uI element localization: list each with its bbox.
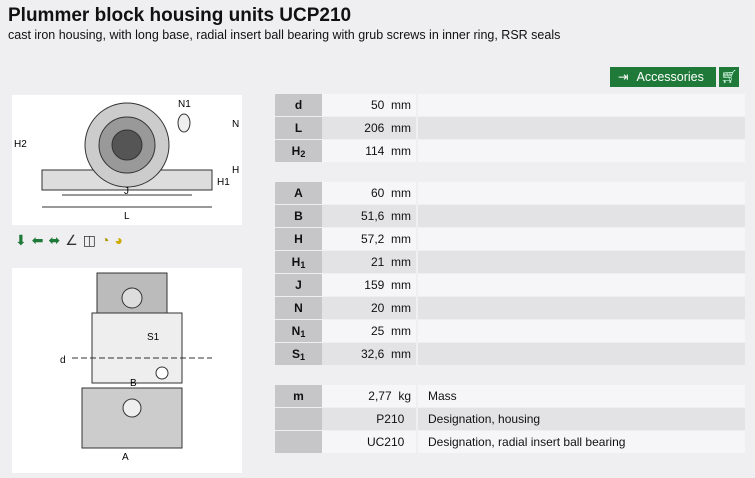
table-group: A 60 mm B 51,6 mm H 57,2 mm H1 21 mm J 159 mm N 20 … — [275, 182, 745, 366]
description-cell: Designation, radial insert ball bearing — [418, 431, 745, 453]
svg-text:H2: H2 — [14, 139, 27, 150]
description-cell — [418, 94, 745, 116]
table-row: UC210 Designation, radial insert ball be… — [275, 431, 745, 453]
description-cell — [418, 274, 745, 296]
table-group: d 50 mm L 206 mm H2 114 mm — [275, 94, 745, 163]
symbol-cell: d — [275, 94, 322, 116]
symbol-cell: S1 — [275, 343, 322, 365]
table-group: m 2,77 kg Mass P210 Designation, housing UC2… — [275, 385, 745, 454]
description-cell — [418, 228, 745, 250]
table-row: d 50 mm — [275, 94, 745, 116]
value-cell: 206 mm — [322, 117, 416, 139]
value-cell: UC210 — [322, 431, 416, 453]
table-row: J 159 mm — [275, 274, 745, 296]
symbol-cell: N1 — [275, 320, 322, 342]
symbol-cell — [275, 431, 322, 453]
symbol-cell — [275, 408, 322, 430]
table-row: H2 114 mm — [275, 140, 745, 162]
page-subtitle: cast iron housing, with long base, radia… — [8, 28, 561, 42]
table-row: P210 Designation, housing — [275, 408, 745, 430]
description-cell: Designation, housing — [418, 408, 745, 430]
table-row: H 57,2 mm — [275, 228, 745, 250]
value-cell: 57,2 mm — [322, 228, 416, 250]
description-cell — [418, 182, 745, 204]
description-cell: Mass — [418, 385, 745, 407]
svg-text:J: J — [124, 186, 129, 197]
description-cell — [418, 140, 745, 162]
description-cell — [418, 205, 745, 227]
radial-load-icon: ⬇ — [15, 232, 27, 248]
description-cell — [418, 297, 745, 319]
symbol-cell: m — [275, 385, 322, 407]
value-cell: P210 — [322, 408, 416, 430]
table-row: L 206 mm — [275, 117, 745, 139]
value-cell: 114 mm — [322, 140, 416, 162]
table-row: H1 21 mm — [275, 251, 745, 273]
description-cell — [418, 343, 745, 365]
value-cell: 50 mm — [322, 94, 416, 116]
symbol-cell: N — [275, 297, 322, 319]
page-title: Plummer block housing units UCP210 — [8, 5, 352, 26]
section-view-drawing: S1 d B A — [12, 268, 242, 473]
property-icons: ⬇ ⬅ ⬌ ∠ ◫ ◔ ◕ — [15, 232, 123, 249]
misalignment-icon: ∠ — [65, 232, 78, 248]
add-to-cart-button[interactable]: 🛒︎ — [719, 67, 739, 87]
lubrication-icon: ◕ — [114, 232, 123, 248]
svg-text:N: N — [232, 119, 239, 130]
table-row: N 20 mm — [275, 297, 745, 319]
table-row: B 51,6 mm — [275, 205, 745, 227]
svg-text:N1: N1 — [178, 99, 191, 110]
value-cell: 159 mm — [322, 274, 416, 296]
svg-text:S1: S1 — [147, 332, 160, 343]
table-row: m 2,77 kg Mass — [275, 385, 745, 407]
value-cell: 60 mm — [322, 182, 416, 204]
table-row: A 60 mm — [275, 182, 745, 204]
table-row: N1 25 mm — [275, 320, 745, 342]
symbol-cell: H2 — [275, 140, 322, 162]
symbol-cell: H — [275, 228, 322, 250]
front-view-drawing: H2 N1 N H H1 J L — [12, 95, 242, 225]
symbol-cell: A — [275, 182, 322, 204]
symbol-cell: L — [275, 117, 322, 139]
svg-text:d: d — [60, 355, 66, 366]
svg-text:H1: H1 — [217, 177, 230, 188]
value-cell: 20 mm — [322, 297, 416, 319]
table-row: S1 32,6 mm — [275, 343, 745, 365]
svg-text:H: H — [232, 165, 239, 176]
svg-text:A: A — [122, 452, 129, 463]
bidirectional-axial-load-icon: ⬌ — [48, 232, 61, 248]
description-cell — [418, 251, 745, 273]
value-cell: 21 mm — [322, 251, 416, 273]
symbol-cell: B — [275, 205, 322, 227]
svg-text:B: B — [130, 378, 137, 389]
value-cell: 25 mm — [322, 320, 416, 342]
symbol-cell: J — [275, 274, 322, 296]
description-cell — [418, 320, 745, 342]
value-cell: 2,77 kg — [322, 385, 416, 407]
accessories-button[interactable]: ⇥ Accessories — [610, 67, 716, 87]
cart-icon: 🛒︎ — [720, 69, 738, 84]
svg-text:L: L — [124, 211, 130, 222]
value-cell: 51,6 mm — [322, 205, 416, 227]
symbol-cell: H1 — [275, 251, 322, 273]
description-cell — [418, 117, 745, 139]
axial-load-icon: ⬅ — [31, 232, 44, 248]
rating-life-icon: ◔ — [101, 232, 110, 248]
value-cell: 32,6 mm — [322, 343, 416, 365]
arrow-in-icon: ⇥ — [618, 70, 629, 84]
seal-icon: ◫ — [82, 232, 96, 248]
